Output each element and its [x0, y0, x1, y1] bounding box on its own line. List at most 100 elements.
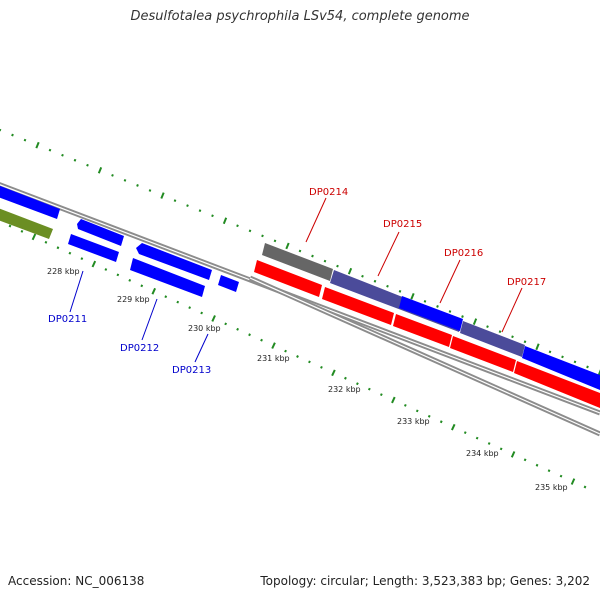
- minor-tick: [448, 310, 452, 313]
- gene-dp0216-red: [393, 314, 452, 347]
- minor-tick: [320, 365, 323, 369]
- minor-tick: [415, 409, 419, 413]
- gene-dp0217-red: [450, 336, 516, 372]
- major-tick: [222, 217, 228, 225]
- gene-dp0214-red: [254, 260, 322, 297]
- major-tick: [285, 242, 290, 250]
- minor-tick: [8, 224, 12, 228]
- minor-tick: [123, 179, 127, 182]
- major-tick: [450, 423, 456, 431]
- genes: [0, 185, 600, 408]
- minor-tick: [583, 485, 587, 489]
- minor-tick: [116, 273, 120, 277]
- minor-tick: [136, 184, 139, 187]
- minor-tick: [148, 189, 152, 192]
- minor-tick: [86, 163, 89, 167]
- leader-dp0215: [377, 231, 400, 277]
- minor-tick: [224, 322, 228, 326]
- gene-label-dp0212[interactable]: DP0212: [120, 343, 159, 354]
- scale-label-235: 235 kbp: [535, 483, 568, 492]
- minor-tick: [511, 335, 514, 339]
- gene-dp0213: [218, 275, 239, 292]
- gene-labels: DP0211 DP0212 DP0213 DP0214 DP0215 DP021…: [48, 187, 546, 376]
- scale-label-230: 230 kbp: [188, 324, 221, 333]
- backbone-lower-inner: [249, 277, 600, 435]
- minor-tick: [523, 458, 527, 462]
- minor-tick: [439, 420, 443, 424]
- gene-label-dp0215[interactable]: DP0215: [383, 219, 422, 230]
- minor-tick: [379, 393, 383, 397]
- scale-label-233: 233 kbp: [397, 417, 430, 426]
- major-tick: [211, 315, 216, 322]
- minor-tick: [48, 148, 52, 152]
- minor-tick: [386, 284, 389, 288]
- major-tick: [160, 192, 165, 199]
- minor-tick: [186, 204, 189, 207]
- minor-tick: [56, 246, 60, 250]
- leader-dp0216: [439, 259, 461, 304]
- gene-right-red: [514, 361, 600, 408]
- minor-tick: [173, 199, 177, 202]
- minor-tick: [140, 284, 144, 288]
- major-tick: [31, 233, 37, 241]
- gene-label-dp0214[interactable]: DP0214: [309, 187, 348, 198]
- minor-tick: [73, 158, 77, 162]
- minor-tick: [373, 279, 377, 283]
- minor-tick: [61, 153, 64, 157]
- leader-dp0217: [501, 287, 523, 333]
- minor-tick: [198, 209, 202, 213]
- minor-tick: [486, 325, 489, 328]
- minor-tick: [111, 174, 114, 177]
- minor-tick: [361, 274, 364, 278]
- gene-left-rna: [0, 208, 53, 239]
- leader-dp0213: [194, 333, 209, 363]
- minor-tick: [427, 414, 431, 418]
- minor-tick: [296, 355, 299, 358]
- minor-tick: [356, 382, 359, 386]
- minor-tick: [284, 349, 287, 353]
- minor-tick: [308, 360, 311, 364]
- gene-label-dp0213[interactable]: DP0213: [172, 365, 211, 376]
- minor-tick: [188, 306, 192, 310]
- major-tick: [410, 293, 415, 300]
- minor-tick: [311, 254, 314, 258]
- gene-label-dp0217[interactable]: DP0217: [507, 277, 546, 288]
- minor-tick: [344, 376, 347, 380]
- minor-tick: [523, 340, 527, 344]
- minor-tick: [475, 436, 479, 440]
- major-tick: [35, 141, 40, 149]
- minor-tick: [561, 355, 564, 359]
- major-tick: [151, 287, 157, 295]
- minor-tick: [80, 257, 84, 261]
- gene-dp0217-overlap: [460, 321, 525, 357]
- minor-tick: [44, 240, 48, 244]
- gene-label-dp0211[interactable]: DP0211: [48, 314, 87, 325]
- minor-tick: [164, 295, 168, 299]
- minor-tick: [436, 305, 439, 308]
- gene-dp0212-upper: [136, 243, 212, 280]
- minor-tick: [200, 311, 204, 315]
- major-tick: [91, 260, 97, 268]
- minor-tick: [273, 239, 277, 243]
- major-tick: [347, 267, 353, 275]
- gene-dp0214-gray: [262, 243, 333, 281]
- minor-tick: [128, 278, 132, 282]
- minor-tick: [336, 264, 339, 268]
- minor-tick: [487, 442, 491, 445]
- scale-labels: 228 kbp 229 kbp 230 kbp 231 kbp 232 kbp …: [47, 267, 568, 492]
- minor-tick: [248, 333, 251, 337]
- minor-tick: [559, 474, 563, 478]
- major-tick: [535, 343, 540, 351]
- backbone: [0, 182, 600, 437]
- minor-tick: [211, 214, 214, 218]
- gene-dp0216-blue: [399, 296, 463, 331]
- leader-dp0212: [141, 298, 158, 341]
- minor-tick: [398, 289, 402, 293]
- gene-label-dp0216[interactable]: DP0216: [444, 248, 483, 259]
- minor-tick: [261, 234, 264, 238]
- major-tick: [510, 451, 516, 458]
- minor-tick: [20, 229, 24, 233]
- minor-tick: [535, 463, 539, 467]
- minor-tick: [323, 259, 327, 263]
